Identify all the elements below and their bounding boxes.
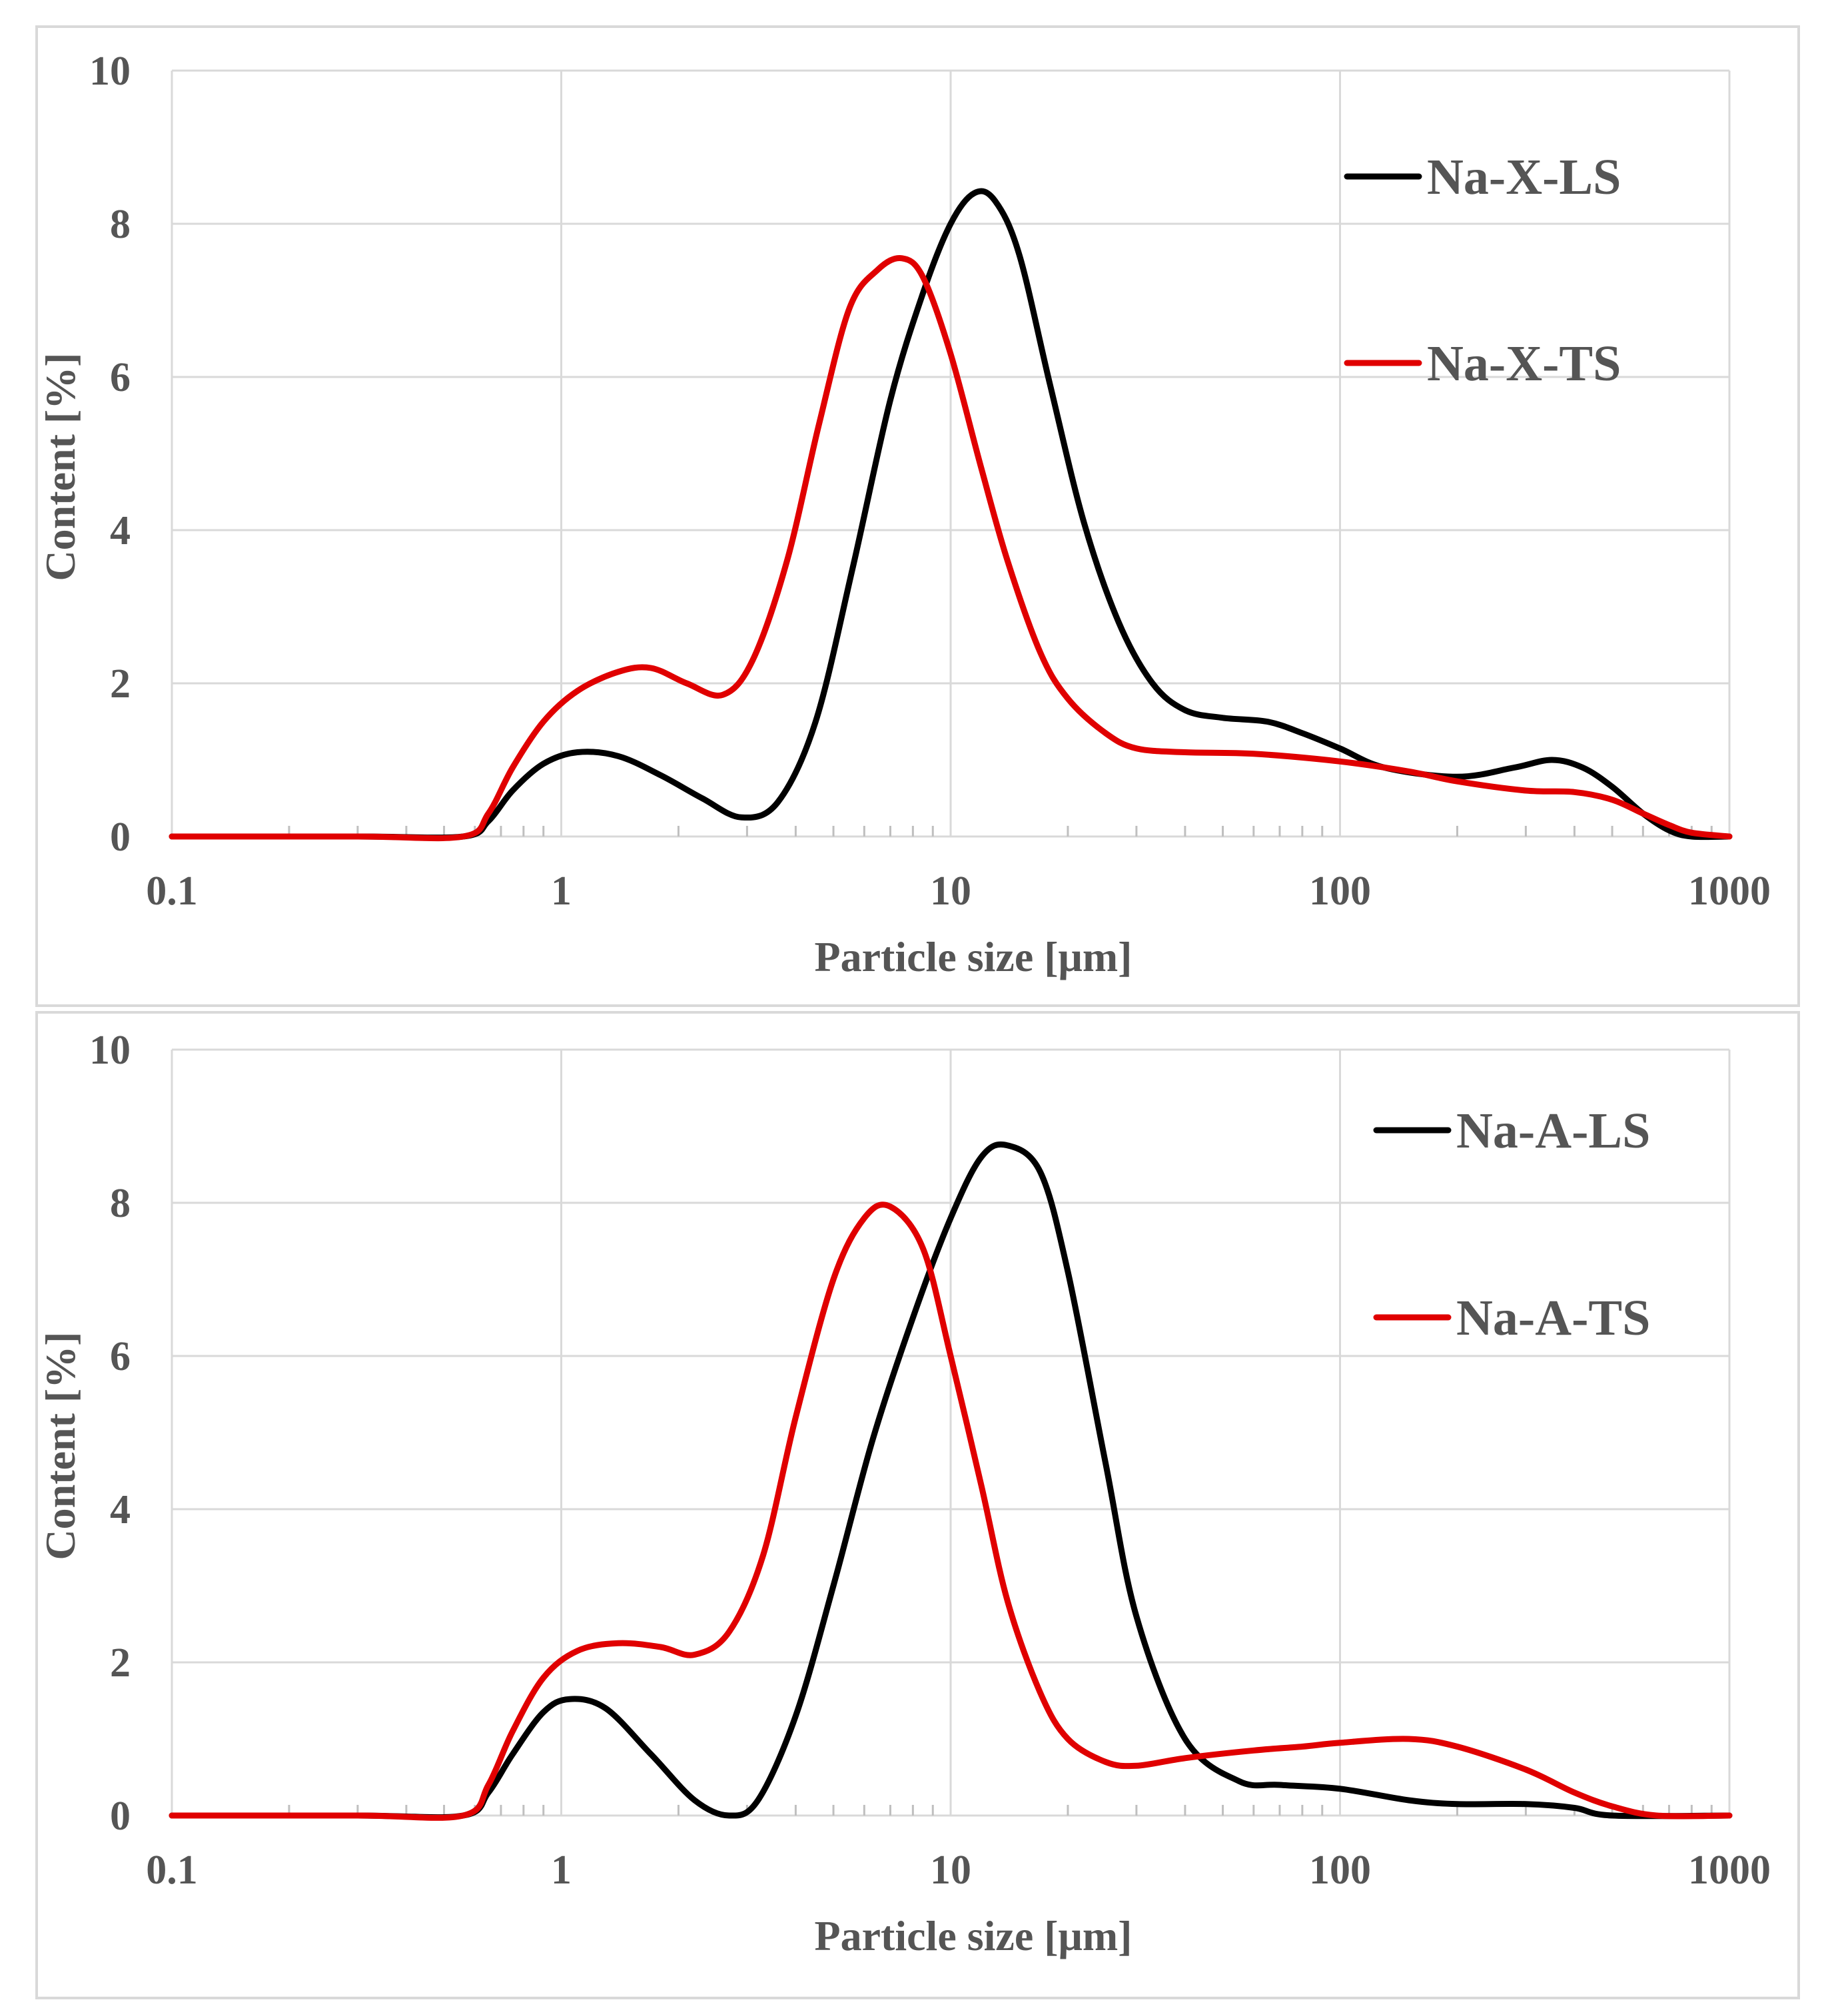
legend-label: Na-X-TS: [1427, 336, 1621, 392]
legend-label: Na-A-TS: [1456, 1290, 1650, 1346]
y-tick-label: 0: [110, 815, 131, 860]
series-line-na-a-ts: [169, 1201, 1733, 1821]
x-tick-label: 1000: [1688, 1848, 1771, 1893]
x-tick-label: 100: [1309, 868, 1371, 914]
chart-panel-bottom: 0 2 4 6 8 10 0.1 1 10 100 1000 Particle size [μm] Co…: [35, 1011, 1800, 1999]
chart-frame: [35, 1011, 1800, 1999]
y-tick-label: 10: [89, 1028, 131, 1073]
x-tick-label: 0.1: [146, 868, 198, 914]
y-axis-title: Content [%]: [37, 352, 84, 581]
chart-frame: [35, 25, 1800, 1007]
y-tick-label: 4: [110, 1487, 131, 1532]
y-tick-label: 2: [110, 661, 131, 707]
y-tick-label: 6: [110, 1334, 131, 1379]
chart-panel-top: 0 2 4 6 8 10 0.1 1 10 100 1000 Particle size [μm] Co…: [35, 25, 1800, 1007]
x-tick-label: 0.1: [146, 1848, 198, 1893]
legend-label: Na-X-LS: [1427, 149, 1621, 205]
x-tick-label: 10: [930, 868, 971, 914]
x-tick-label: 1: [551, 868, 572, 914]
x-tick-label: 10: [930, 1848, 971, 1893]
y-axis-title: Content [%]: [37, 1331, 84, 1560]
y-tick-label: 0: [110, 1794, 131, 1839]
series-line-na-a-ls: [169, 1141, 1733, 1821]
y-tick-label: 4: [110, 508, 131, 553]
y-tick-label: 10: [89, 49, 131, 94]
x-axis-title: Particle size [μm]: [815, 933, 1133, 980]
series-line-na-x-ts: [169, 254, 1733, 842]
x-axis-title: Particle size [μm]: [815, 1912, 1133, 1959]
x-tick-label: 1: [551, 1848, 572, 1893]
y-tick-label: 8: [110, 202, 131, 247]
legend-label: Na-A-LS: [1456, 1103, 1650, 1159]
y-tick-label: 2: [110, 1640, 131, 1686]
y-tick-label: 8: [110, 1181, 131, 1226]
x-tick-label: 100: [1309, 1848, 1371, 1893]
y-tick-label: 6: [110, 355, 131, 400]
x-tick-label: 1000: [1688, 868, 1771, 914]
series-line-na-x-ls: [169, 188, 1733, 841]
